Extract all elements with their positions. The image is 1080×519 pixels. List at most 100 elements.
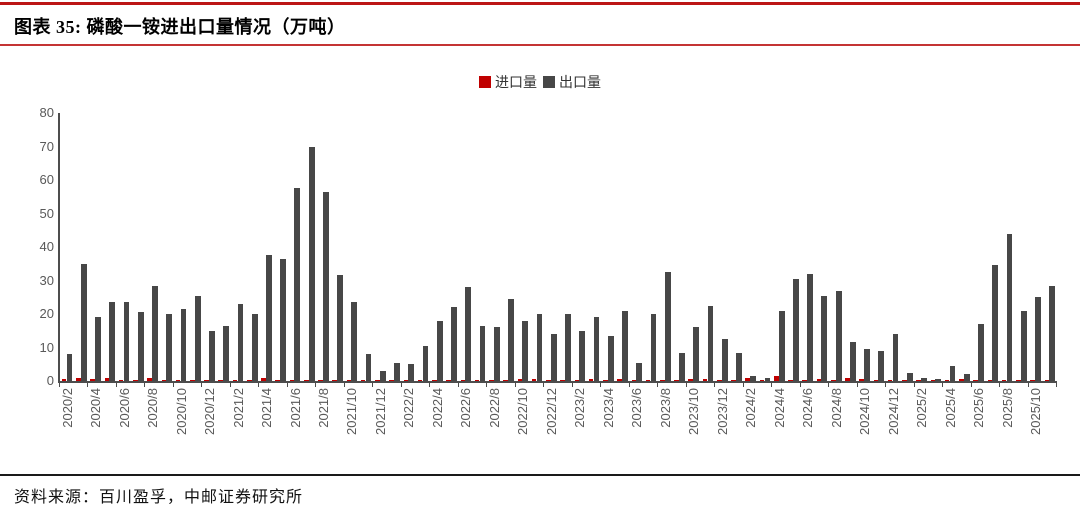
x-tick-label: 2021/8 <box>315 388 331 428</box>
export-bar <box>223 325 230 381</box>
x-tick-label: 2021/10 <box>344 388 360 435</box>
import-bar <box>417 379 423 381</box>
x-axis-tick <box>229 383 231 387</box>
x-tick-label: 2023/2 <box>572 388 588 428</box>
import-bar <box>1030 379 1035 381</box>
x-axis-tick <box>942 383 944 387</box>
legend-item-imports: 进口量 <box>479 72 537 92</box>
import-bar <box>232 380 238 381</box>
x-axis-tick <box>514 383 516 387</box>
x-tick-label: 2023/12 <box>714 388 730 435</box>
import-bar <box>375 380 380 381</box>
x-tick-label: 2021/12 <box>372 388 388 435</box>
export-bar <box>436 320 443 381</box>
export-bar <box>792 278 799 381</box>
y-tick-label: 80 <box>39 105 54 120</box>
export-bar <box>864 349 870 381</box>
x-tick-label: 2025/10 <box>1028 388 1044 435</box>
x-axis-tick <box>885 383 887 387</box>
import-bar <box>816 378 822 381</box>
x-tick-label: 2022/6 <box>458 388 474 428</box>
x-axis-tick <box>999 383 1001 387</box>
x-axis-tick <box>771 383 773 387</box>
y-tick-label: 10 <box>39 339 54 355</box>
import-bar <box>61 379 67 381</box>
import-bar <box>303 379 309 381</box>
import-bar <box>731 379 736 381</box>
export-bar <box>379 370 386 381</box>
export-bar <box>707 305 714 381</box>
x-axis-tick <box>742 383 744 387</box>
export-bar <box>294 188 301 381</box>
import-series-swatch-icon <box>479 76 491 88</box>
import-bar <box>403 379 409 381</box>
y-tick-label: 50 <box>39 205 54 221</box>
export-bar <box>394 362 400 381</box>
x-tick-label: 2020/8 <box>145 388 161 428</box>
export-bar <box>493 327 500 381</box>
x-axis-tick <box>1027 383 1029 387</box>
export-bar <box>66 354 73 381</box>
y-tick-label: 70 <box>39 138 54 154</box>
x-axis-tick <box>457 383 459 387</box>
import-bar <box>1016 380 1021 381</box>
import-bar <box>688 378 694 381</box>
export-bar <box>266 255 272 381</box>
source-note: 资料来源：百川盈孚，中邮证券研究所 <box>14 489 304 506</box>
x-axis-tick <box>685 383 687 387</box>
y-tick-label: 20 <box>39 306 54 321</box>
import-bar <box>759 379 765 381</box>
export-bar <box>992 265 999 381</box>
x-axis-tick <box>970 383 972 387</box>
x-axis-tick <box>429 383 431 387</box>
export-bar <box>351 302 358 381</box>
import-bar <box>987 379 993 381</box>
y-tick-label: 0 <box>46 373 54 388</box>
import-bar <box>161 379 167 381</box>
export-bar <box>536 314 543 381</box>
x-tick-label: 2024/4 <box>771 388 787 428</box>
export-bar <box>451 307 457 381</box>
export-bar <box>679 352 685 381</box>
x-axis-tick <box>315 383 317 387</box>
export-bar <box>550 334 557 381</box>
import-bar <box>845 378 850 381</box>
export-bar <box>935 379 942 381</box>
export-bar <box>764 377 771 381</box>
export-bar <box>365 354 372 381</box>
import-bar <box>873 379 879 381</box>
x-tick-label: 2023/4 <box>600 388 616 428</box>
x-axis-tick <box>628 383 630 387</box>
import-bar <box>204 379 209 381</box>
x-axis-tick <box>343 383 345 387</box>
import-bar <box>716 379 722 381</box>
import-bar <box>674 379 679 381</box>
export-bar <box>308 146 315 381</box>
import-bar <box>489 379 494 381</box>
export-bar <box>607 335 614 381</box>
export-bar <box>166 314 173 381</box>
x-axis-tick <box>87 383 89 387</box>
export-bar <box>337 275 343 381</box>
x-axis-tick <box>856 383 858 387</box>
import-bar <box>275 379 281 381</box>
x-tick-label: 2025/2 <box>914 388 930 428</box>
import-bar <box>560 380 565 381</box>
x-tick-label: 2020/2 <box>59 388 75 428</box>
import-bar <box>631 379 637 381</box>
export-bar <box>522 320 529 381</box>
x-tick-label: 2025/4 <box>942 388 958 428</box>
x-axis-tick <box>286 383 288 387</box>
import-bar <box>531 378 537 381</box>
export-bar <box>408 364 415 381</box>
export-bar <box>109 302 116 381</box>
x-axis-tick <box>258 383 260 387</box>
export-bar <box>1049 285 1056 381</box>
export-bar <box>750 375 757 381</box>
import-bar <box>930 380 936 381</box>
import-bar <box>133 380 138 381</box>
import-bar <box>147 378 152 381</box>
y-tick-label: 60 <box>39 172 54 187</box>
y-tick-label: 40 <box>39 239 54 254</box>
